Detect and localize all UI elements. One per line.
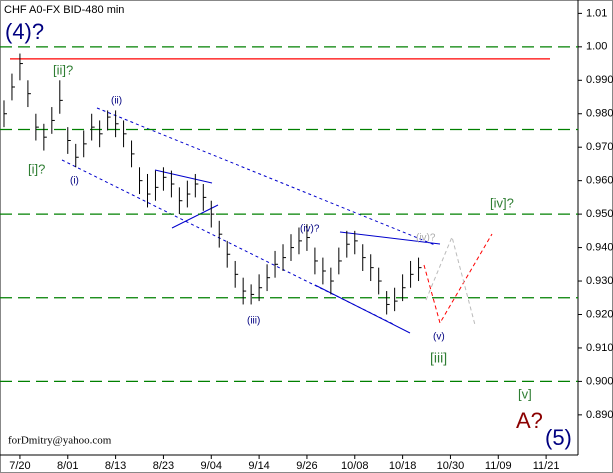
y-tick-label: 0.980 [586,108,613,120]
x-tick-label: 8/13 [105,460,126,472]
wave-label: (ii) [111,96,122,107]
x-tick-label: 11/09 [485,460,512,472]
wave-label: [ii]? [53,62,73,77]
y-tick-label: 0.970 [586,141,613,153]
wedge-bottom [314,284,411,334]
x-tick-label: 10/30 [437,460,465,472]
x-tick-label: 9/14 [248,460,269,472]
x-tick-label: 11/21 [533,460,560,472]
wave-label: (iv)? [300,224,320,235]
wave-label: [iii] [430,350,447,366]
wedge-top [339,231,441,245]
wave-label: [v] [518,386,532,401]
wave-label: (4)? [5,19,44,44]
wave-label: (iii) [247,316,260,327]
wave-label: [iv]? [490,195,514,210]
channel-upper [96,107,436,246]
y-tick-label: 1.00 [586,41,607,53]
wave-label: (v) [433,332,445,343]
footer: forDmitry@yahoo.com [8,435,112,447]
x-tick-label: 8/23 [153,460,174,472]
wave-lines [61,107,493,334]
wave-label: (5) [545,425,572,450]
wave-label: [i]? [28,161,45,176]
triangle-top [154,169,213,184]
chart-title: CHF A0-FX BID-480 min [4,4,124,16]
forecast-red [423,233,493,325]
y-tick-label: 0.920 [586,308,613,320]
channel-lower [61,159,396,326]
y-tick-label: 0.900 [586,375,613,387]
y-tick-label: 0.990 [586,74,613,86]
forecast-gray [425,235,476,326]
wave-label: (iv)? [416,233,436,244]
y-tick-label: 0.910 [586,342,613,354]
y-tick-label: 0.890 [586,409,613,421]
y-tick-label: 1.01 [586,7,607,19]
x-tick-label: 9/26 [296,460,317,472]
x-tick-label: 10/18 [389,460,417,472]
x-tick-label: 8/01 [57,460,78,472]
triangle-bottom [171,204,219,229]
y-tick-label: 0.930 [586,275,613,287]
wave-label: (i) [70,176,79,187]
wave-label: A? [516,408,543,433]
y-tick-label: 0.960 [586,175,613,187]
x-tick-label: 10/08 [341,460,369,472]
y-tick-label: 0.940 [586,241,613,253]
x-tick-label: 9/04 [201,460,222,472]
x-tick-label: 7/20 [9,460,30,472]
y-tick-label: 0.950 [586,208,613,220]
